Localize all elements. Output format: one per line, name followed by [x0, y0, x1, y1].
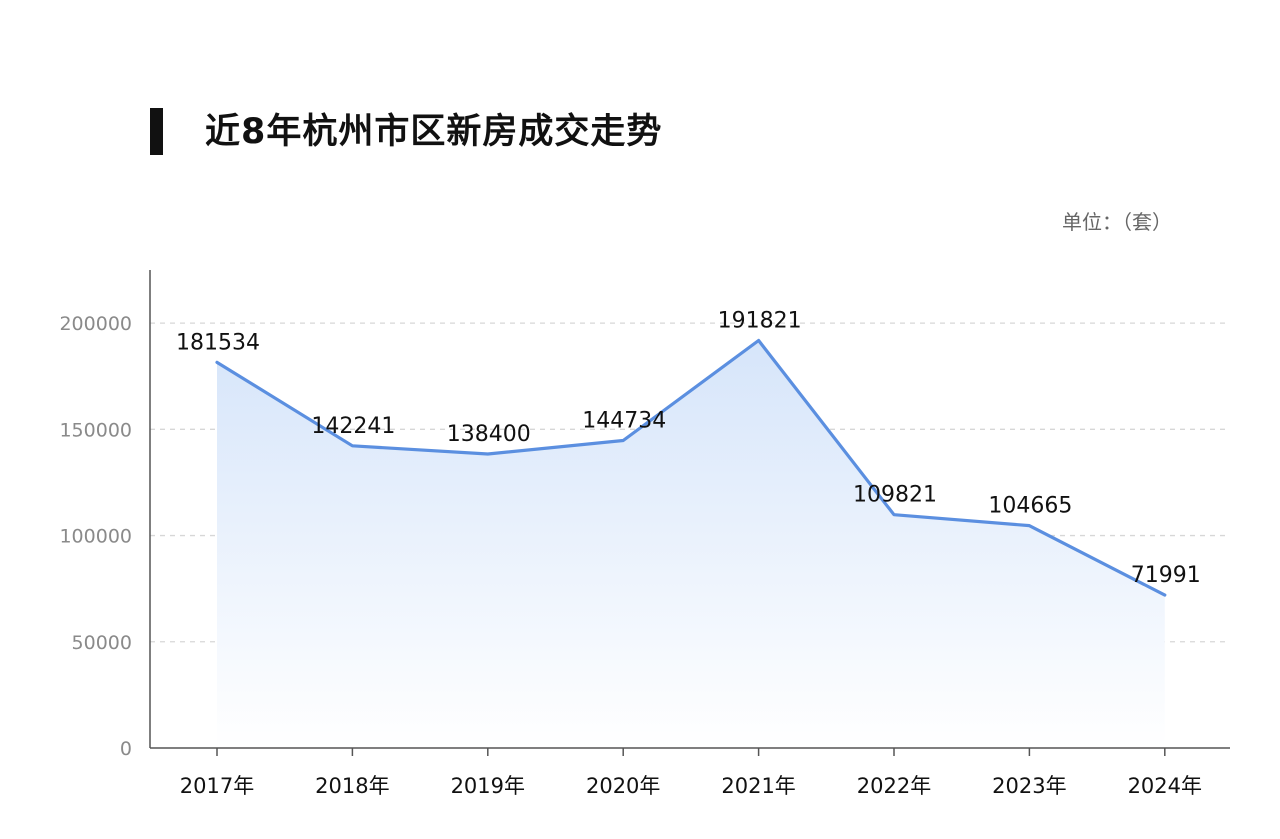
- x-tick-labels: 2017年 2018年 2019年 2020年 2021年 2022年 2023年 2024年: [180, 774, 1202, 798]
- x-tick-label: 2019年: [451, 774, 525, 798]
- chart-title: 近8年杭州市区新房成交走势: [205, 112, 663, 152]
- data-label: 138400: [447, 422, 531, 447]
- data-label: 181534: [176, 330, 260, 355]
- data-label: 191821: [718, 308, 802, 333]
- data-label: 104665: [988, 494, 1072, 519]
- y-tick-label: 200000: [59, 313, 132, 335]
- x-tick-label: 2023年: [992, 774, 1066, 798]
- data-label: 142241: [311, 414, 395, 439]
- x-tick-label: 2021年: [721, 774, 795, 798]
- y-tick-labels: 0 50000 100000 150000 200000: [59, 313, 132, 760]
- y-tick-label: 50000: [72, 632, 132, 654]
- title-accent-bar: [150, 108, 163, 155]
- data-label: 144734: [582, 409, 666, 434]
- unit-label: 单位：（套）: [1062, 210, 1172, 234]
- y-tick-label: 150000: [59, 419, 132, 441]
- data-labels: 181534 142241 138400 144734 191821 109821 1046…: [176, 308, 1201, 588]
- x-tick-label: 2018年: [315, 774, 389, 798]
- axes: [149, 270, 1230, 756]
- data-label: 109821: [853, 483, 937, 508]
- area-fill: [217, 340, 1165, 748]
- series-line-path: [215, 338, 1167, 597]
- data-label: 71991: [1131, 563, 1201, 588]
- x-tick-label: 2024年: [1128, 774, 1202, 798]
- series-line: [215, 338, 1167, 597]
- area-fill-path: [217, 340, 1165, 748]
- x-tick-label: 2017年: [180, 774, 254, 798]
- y-tick-label: 100000: [59, 526, 132, 548]
- x-tick-label: 2022年: [857, 774, 931, 798]
- x-tick-label: 2020年: [586, 774, 660, 798]
- y-tick-label: 0: [120, 738, 132, 760]
